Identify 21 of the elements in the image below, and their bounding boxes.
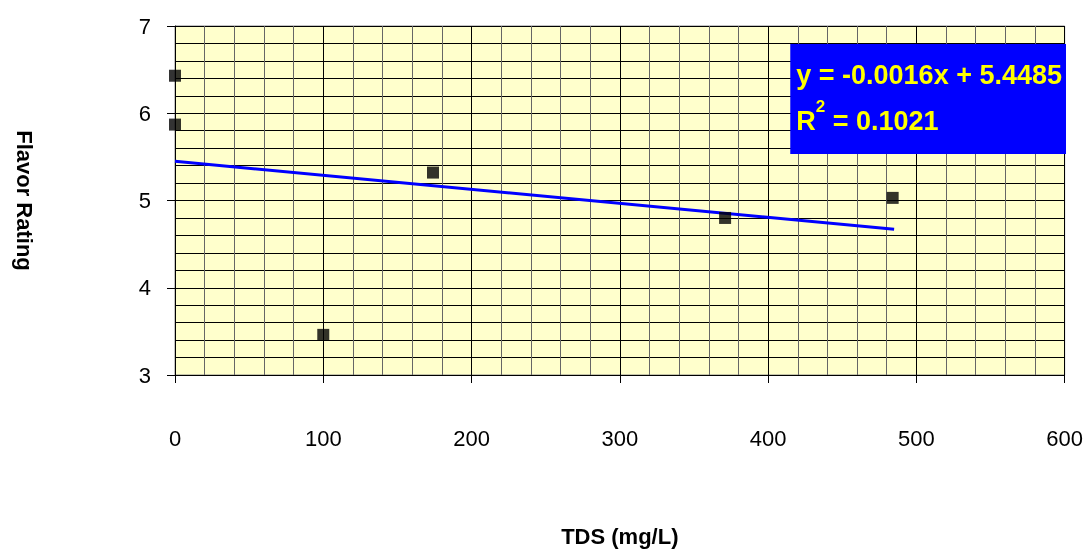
x-tick-label: 100	[304, 425, 342, 451]
y-axis-title: Flavor Rating	[11, 130, 37, 271]
point	[886, 191, 899, 204]
x-tick-label: 300	[601, 425, 639, 451]
x-tick-label: 0	[168, 425, 182, 451]
y-tick-label: 4	[138, 275, 151, 301]
point	[169, 69, 181, 82]
point	[719, 211, 732, 224]
x-tick-label: 400	[749, 425, 787, 451]
annotation: y = -0.0016x + 5.4485	[796, 60, 1063, 90]
x-axis-title: TDS (mg/L)	[561, 523, 679, 549]
y-tick-label: 7	[138, 13, 151, 39]
x-tick-label: 600	[1046, 425, 1084, 451]
y-tick-label: 3	[138, 362, 151, 388]
x-tick-label: 500	[898, 425, 935, 451]
point	[427, 166, 439, 179]
point	[169, 118, 181, 131]
y-tick-label: 6	[138, 100, 151, 126]
x-tick-label: 200	[453, 425, 490, 451]
y-tick-label: 5	[138, 188, 151, 213]
point	[317, 328, 330, 341]
